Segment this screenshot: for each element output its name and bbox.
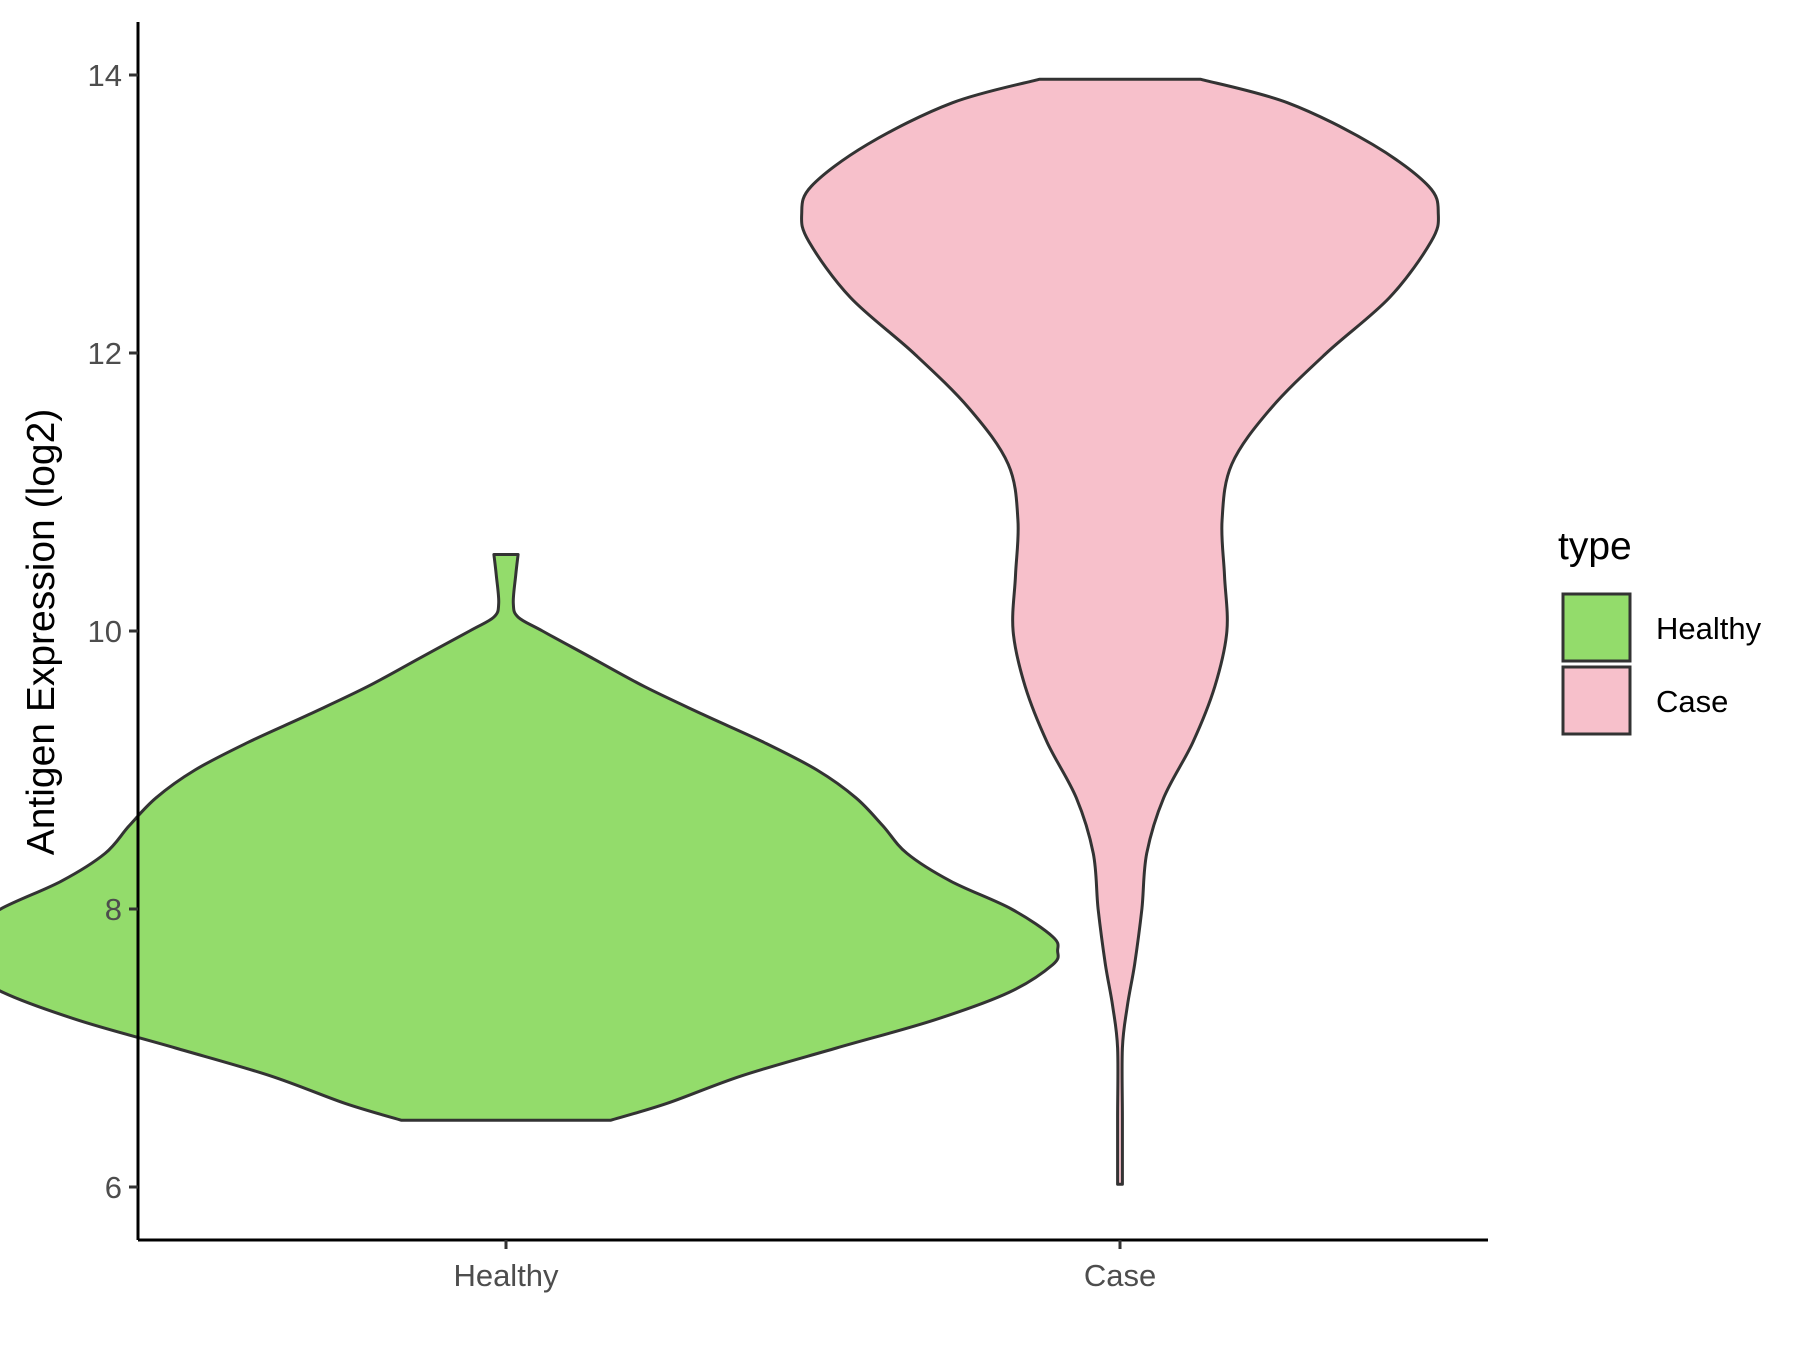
y-tick-label: 14 bbox=[88, 58, 122, 93]
y-tick-label: 6 bbox=[105, 1170, 122, 1205]
legend-label-healthy: Healthy bbox=[1656, 611, 1762, 646]
legend-items: Healthy Case bbox=[1561, 592, 1762, 736]
legend-key-case bbox=[1561, 665, 1632, 736]
y-tick-label: 8 bbox=[105, 892, 122, 927]
y-tick-label: 12 bbox=[88, 336, 122, 371]
y-tick-label: 10 bbox=[88, 614, 122, 649]
legend-key-healthy bbox=[1561, 592, 1632, 663]
legend-label-case: Case bbox=[1656, 684, 1728, 719]
legend-title: type bbox=[1558, 525, 1632, 568]
axes-layer: 6 8 10 12 14 Healthy Case bbox=[88, 22, 1488, 1293]
violin-case bbox=[800, 77, 1440, 1186]
x-tick-label: Case bbox=[1084, 1258, 1156, 1293]
legend: type Healthy Case bbox=[1558, 525, 1762, 736]
violin-healthy bbox=[0, 553, 1060, 1122]
x-tick-label: Healthy bbox=[453, 1258, 559, 1293]
violins-layer bbox=[0, 77, 1440, 1186]
y-axis-title: Antigen Expression (log2) bbox=[20, 409, 63, 856]
